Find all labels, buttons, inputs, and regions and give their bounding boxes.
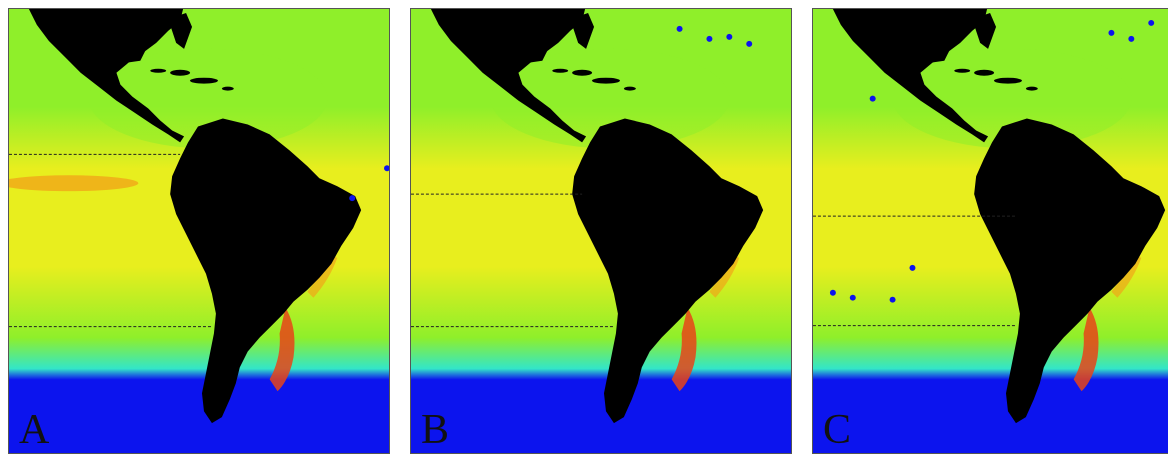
low-value-patch — [706, 35, 713, 42]
low-value-patch — [869, 95, 876, 102]
south-america-landmass — [974, 118, 1166, 424]
north-america-landmass — [832, 9, 989, 143]
caribbean-field — [490, 48, 730, 149]
low-value-patch — [849, 294, 856, 301]
patagonian-shelf-front — [1073, 307, 1099, 392]
caribbean-island — [623, 86, 636, 91]
low-value-patch — [1128, 35, 1135, 42]
yucatan-landmass — [520, 38, 549, 63]
caribbean-island — [994, 77, 1022, 84]
caribbean-island — [150, 68, 167, 73]
patagonian-shelf-front — [671, 307, 697, 392]
low-value-patch — [726, 33, 733, 40]
yucatan-landmass — [118, 38, 147, 63]
caribbean-field — [892, 48, 1132, 149]
caribbean-island — [190, 77, 218, 84]
map-panel-a: A — [8, 8, 390, 454]
low-value-patch — [349, 195, 356, 202]
panel-label-b: B — [421, 407, 450, 453]
south-america-landmass — [170, 118, 362, 424]
caribbean-island — [954, 68, 971, 73]
low-value-patch — [676, 25, 683, 32]
caribbean-island — [552, 68, 569, 73]
caribbean-island — [170, 69, 191, 76]
north-america-landmass — [28, 9, 185, 143]
map-panel-c: C — [812, 8, 1168, 454]
yucatan-landmass — [922, 38, 951, 63]
patagonian-shelf-front — [269, 307, 295, 392]
ocean-map-b — [411, 9, 791, 453]
low-value-patch — [1148, 19, 1155, 26]
caribbean-island — [592, 77, 620, 84]
ocean-map-a — [9, 9, 389, 453]
caribbean-island — [221, 86, 234, 91]
map-panel-b: B — [410, 8, 792, 454]
caribbean-island — [572, 69, 593, 76]
florida-landmass — [972, 12, 997, 49]
panel-label-a: A — [19, 407, 50, 453]
panel-label-c: C — [823, 407, 852, 453]
north-america-landmass — [430, 9, 587, 143]
low-value-patch — [1108, 29, 1115, 36]
south-america-landmass — [572, 118, 764, 424]
equatorial-band — [9, 175, 139, 192]
low-value-patch — [384, 165, 389, 172]
caribbean-field — [88, 48, 328, 149]
caribbean-island — [1025, 86, 1038, 91]
low-value-patch — [909, 264, 916, 271]
ocean-map-c — [813, 9, 1168, 453]
low-value-patch — [889, 296, 896, 303]
caribbean-island — [974, 69, 995, 76]
low-value-patch — [829, 289, 836, 296]
florida-landmass — [570, 12, 595, 49]
florida-landmass — [168, 12, 193, 49]
low-value-patch — [746, 40, 753, 47]
